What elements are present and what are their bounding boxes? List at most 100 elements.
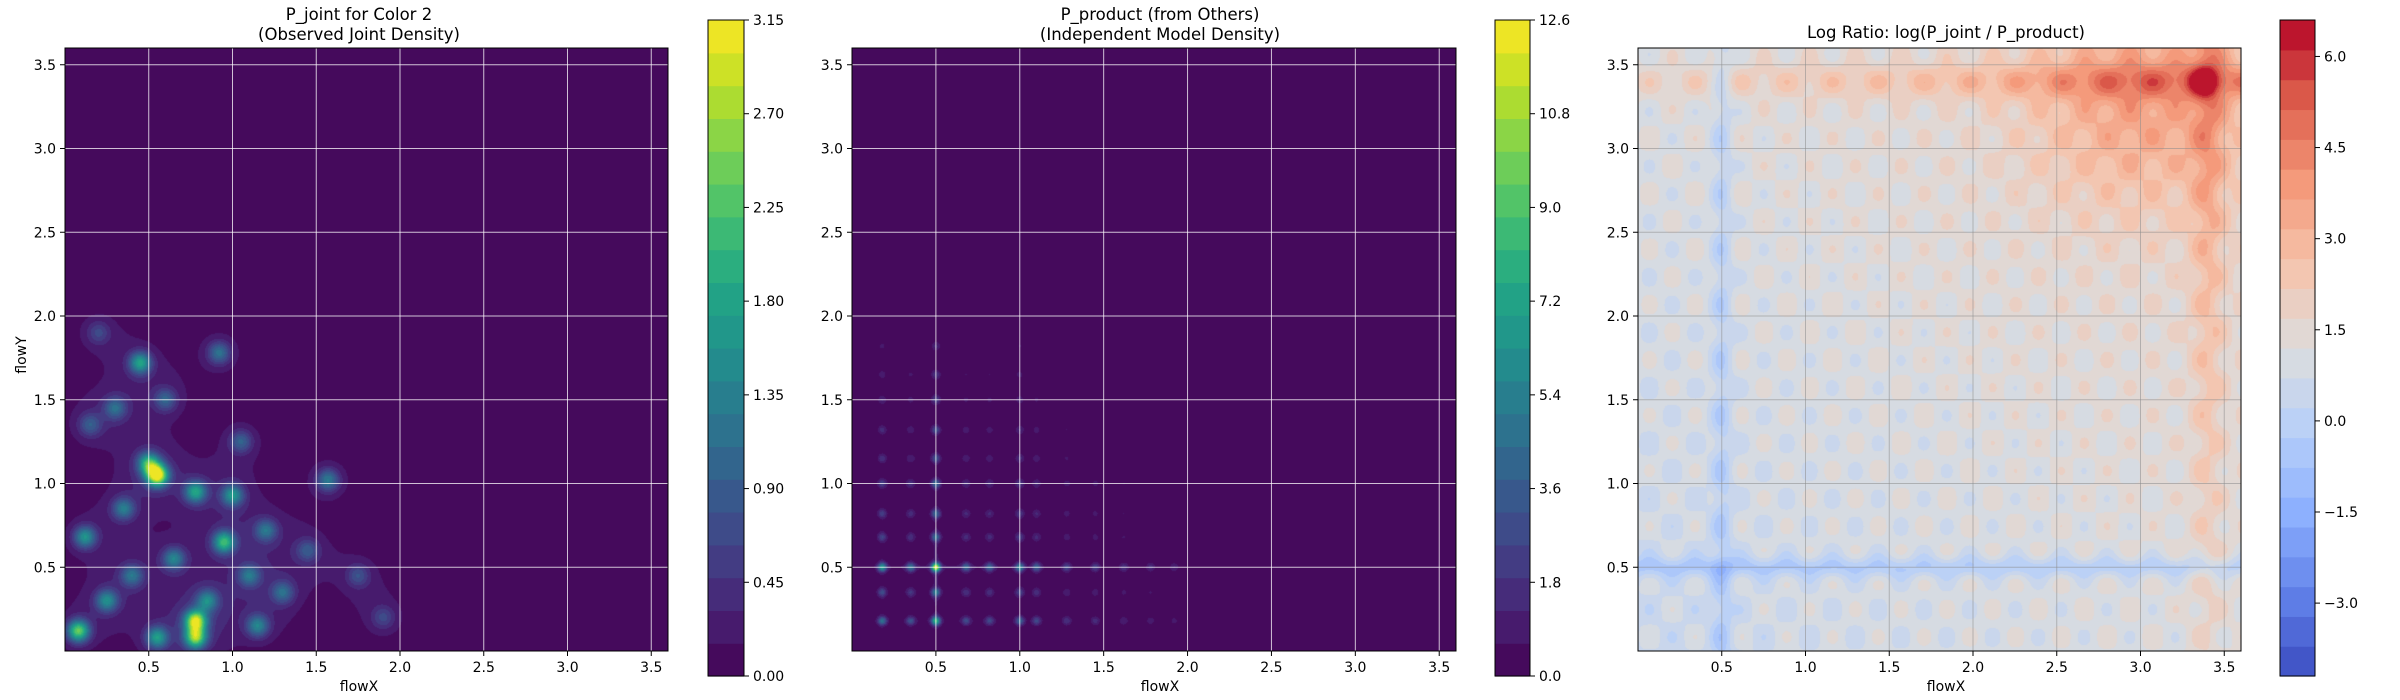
colorbar-segment <box>1495 380 1530 415</box>
heatmap-image <box>852 48 1456 651</box>
colorbar-segment <box>708 380 744 415</box>
colorbar-segment <box>708 282 744 316</box>
heatmap-image <box>65 48 668 651</box>
x-tick-label: 2.0 <box>389 660 411 676</box>
colorbar-segment <box>1495 249 1530 283</box>
x-tick-label: 1.5 <box>1093 660 1115 676</box>
colorbar-tick-label: 0.90 <box>753 482 784 498</box>
y-tick-label: 1.0 <box>34 477 56 493</box>
x-tick-label: 1.0 <box>1009 660 1031 676</box>
colorbar-tick-label: 0.00 <box>753 669 784 685</box>
y-tick-label: 0.5 <box>1607 560 1629 576</box>
colorbar-segment <box>1495 52 1530 87</box>
colorbar-segment <box>708 20 744 54</box>
y-tick-label: 2.0 <box>821 309 843 325</box>
colorbar-segment <box>2280 586 2315 617</box>
colorbar-segment <box>1495 544 1530 579</box>
y-tick-label: 2.5 <box>1607 225 1629 241</box>
y-tick-label: 2.0 <box>34 309 56 325</box>
colorbar-segment <box>2280 169 2315 200</box>
colorbar-tick-label: 2.70 <box>753 107 784 123</box>
colorbar-tick-label: 5.4 <box>1539 388 1561 404</box>
y-tick-label: 2.5 <box>821 225 843 241</box>
colorbar-segment <box>2280 526 2315 558</box>
colorbar-segment <box>2280 198 2315 230</box>
colorbar-segment <box>2280 377 2315 409</box>
y-tick-label: 3.5 <box>821 58 843 74</box>
colorbar-segment <box>708 544 744 579</box>
colorbar-segment <box>1495 315 1530 349</box>
colorbar-tick-label: 3.0 <box>2324 232 2346 248</box>
product-density-plot-area <box>852 48 1456 651</box>
joint-density-colorbar: 0.00 0.45 0.90 1.35 1.80 2.25 2.70 3.15 <box>707 13 784 685</box>
colorbar-segment <box>2280 467 2315 498</box>
colorbar-tick-label: 7.2 <box>1539 294 1561 310</box>
colorbar-tick-label: 9.0 <box>1539 200 1561 216</box>
y-tick-label: 3.5 <box>34 58 56 74</box>
y-tick-label: 1.0 <box>1607 477 1629 493</box>
x-tick-label: 3.5 <box>2213 660 2235 676</box>
product-density-axes: 0.5 1.0 1.5 2.0 2.5 3.0 3.5 0.5 1.0 1.5 2.0 2.5 3.0 3… <box>821 47 1457 676</box>
colorbar-segment <box>708 118 744 152</box>
colorbar-segment <box>708 315 744 349</box>
log-ratio-axes: 0.5 1.0 1.5 2.0 2.5 3.0 3.5 0.5 1.0 1.5 2.0 2.5 3.0 3… <box>1607 47 2242 676</box>
colorbar-segment <box>708 577 744 611</box>
x-tick-label: 0.5 <box>1711 660 1733 676</box>
colorbar-segment <box>1495 479 1530 513</box>
heatmap-image <box>1638 48 2241 651</box>
colorbar-tick-label: 4.5 <box>2324 141 2346 157</box>
colorbar-tick-label: 1.35 <box>753 388 784 404</box>
colorbar-segment <box>708 610 744 644</box>
joint-density-ylabel: flowY <box>14 336 30 374</box>
log-ratio-plot-area <box>1638 48 2241 651</box>
x-tick-label: 3.5 <box>640 660 662 676</box>
product-density-title-line2: (Independent Model Density) <box>1040 25 1280 44</box>
colorbar-segment <box>2280 109 2315 140</box>
colorbar-segment <box>1495 610 1530 644</box>
colorbar-segment <box>1495 151 1530 185</box>
x-tick-label: 2.5 <box>473 660 495 676</box>
x-tick-label: 2.0 <box>1176 660 1198 676</box>
y-tick-label: 1.5 <box>821 393 843 409</box>
axes-frame <box>851 47 1457 652</box>
log-ratio-panel: Log Ratio: log(P_joint / P_product) 0.5 1… <box>1607 19 2358 695</box>
y-tick-label: 1.5 <box>1607 393 1629 409</box>
y-tick-label: 0.5 <box>34 560 56 576</box>
colorbar-segment <box>1495 577 1530 611</box>
colorbar-segment <box>2280 616 2315 647</box>
joint-density-panel: P_joint for Color 2 (Observed Joint Dens… <box>14 5 784 695</box>
colorbar-frame <box>2279 19 2316 677</box>
x-tick-label: 1.5 <box>1878 660 1900 676</box>
y-tick-label: 1.0 <box>821 477 843 493</box>
colorbar-segment <box>2280 228 2315 260</box>
y-tick-label: 2.5 <box>34 225 56 241</box>
colorbar-tick-label: 3.15 <box>753 13 784 29</box>
colorbar-segment <box>2280 20 2315 51</box>
colorbar-segment <box>2280 348 2315 379</box>
colorbar-segment <box>2280 318 2315 349</box>
colorbar-segment <box>2280 288 2315 319</box>
colorbar-segment <box>2280 79 2315 111</box>
colorbar-tick-label: 0.0 <box>2324 414 2346 430</box>
colorbar-tick-label: 1.80 <box>753 294 784 310</box>
colorbar-segment <box>708 249 744 283</box>
colorbar-segment <box>2280 556 2315 588</box>
colorbar-tick-label: 2.25 <box>753 200 784 216</box>
colorbar-segment <box>708 85 744 119</box>
colorbar-segment <box>1495 413 1530 447</box>
colorbar-tick-label: 3.6 <box>1539 482 1561 498</box>
joint-density-plot-area <box>65 48 668 651</box>
colorbar-segment <box>1495 512 1530 546</box>
y-tick-label: 3.0 <box>821 142 843 158</box>
colorbar-segment <box>1495 118 1530 152</box>
colorbar-segment <box>2280 49 2315 81</box>
colorbar-tick-label: 12.6 <box>1539 13 1570 29</box>
log-ratio-colorbar: −3.0 −1.5 0.0 1.5 3.0 4.5 6.0 <box>2279 19 2358 677</box>
colorbar-frame <box>1494 19 1531 677</box>
x-tick-label: 2.5 <box>2046 660 2068 676</box>
colorbar-segment <box>2280 407 2315 439</box>
colorbar-tick-label: 10.8 <box>1539 107 1570 123</box>
colorbar-segment <box>1495 216 1530 251</box>
colorbar-segment <box>1495 20 1530 54</box>
colorbar-segment <box>1495 446 1530 480</box>
